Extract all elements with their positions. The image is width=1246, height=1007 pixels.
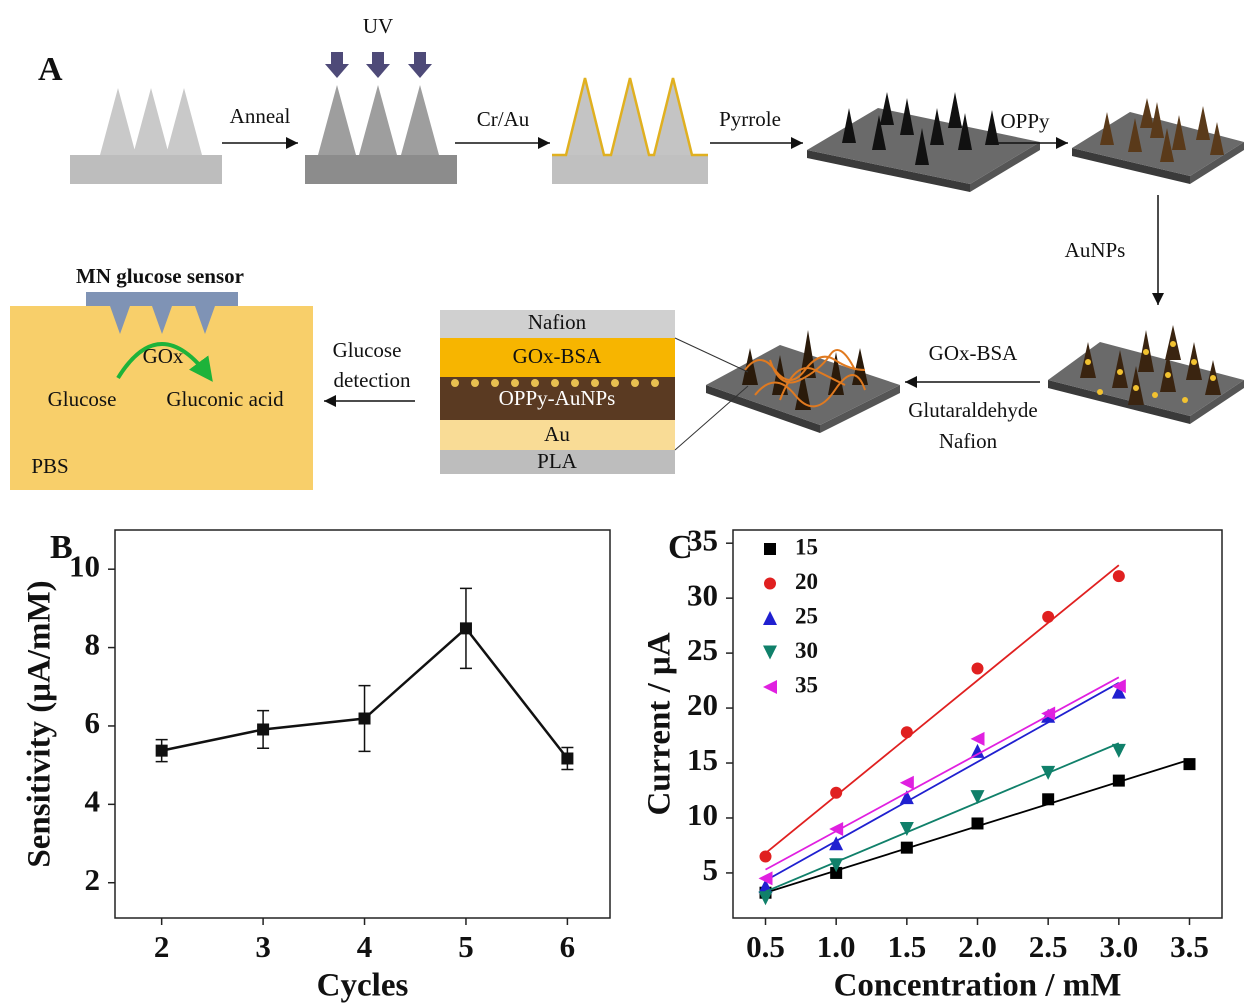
substrate [305, 155, 457, 184]
y-tick-label: 15 [687, 742, 718, 777]
substrate-label: Glucose [48, 387, 117, 411]
substrate [552, 155, 708, 184]
marker [1113, 570, 1125, 582]
marker [901, 726, 913, 738]
x-tick-label: 3 [255, 929, 271, 964]
legend-marker [763, 646, 777, 660]
y-tick-label: 10 [69, 548, 100, 583]
step-label: Anneal [230, 104, 291, 128]
sensor-base [86, 292, 238, 306]
marker [972, 662, 984, 674]
uv-label: UV [363, 14, 393, 38]
marker [1183, 758, 1195, 770]
microneedles [566, 78, 692, 155]
x-tick-label: 6 [560, 929, 576, 964]
marker [972, 817, 984, 829]
layer-label: PLA [537, 449, 578, 473]
marker [156, 745, 168, 757]
marker [971, 732, 985, 746]
step-label: Glucose [333, 338, 402, 362]
legend-marker [764, 543, 776, 555]
y-tick-label: 30 [687, 577, 718, 612]
legend-label: 30 [795, 638, 818, 663]
marker [760, 850, 772, 862]
step-label: AuNPs [1065, 238, 1126, 262]
legend-label: 25 [795, 603, 818, 628]
legend-label: 20 [795, 569, 818, 594]
step-label: OPPy [1000, 109, 1050, 133]
marker [1042, 793, 1054, 805]
marker [1112, 744, 1126, 758]
y-tick-label: 10 [687, 797, 718, 832]
marker [257, 723, 269, 735]
panel-label: C [668, 529, 693, 566]
x-tick-label: 0.5 [746, 929, 785, 964]
marker [1113, 775, 1125, 787]
zoom-line [675, 386, 748, 450]
fit-line [766, 683, 1119, 881]
figure: A Anneal UV Cr/Au Pyrrole OPPy AuNPs GOx… [0, 0, 1246, 1007]
x-tick-label: 4 [357, 929, 373, 964]
y-axis-label: Sensitivity (μA/mM) [22, 580, 58, 867]
step-label: GOx-BSA [929, 341, 1019, 365]
panel-a: A Anneal UV Cr/Au Pyrrole OPPy AuNPs GOx… [10, 14, 1244, 490]
marker [359, 713, 371, 725]
legend-marker [764, 578, 776, 590]
marker [900, 776, 914, 790]
marker [971, 790, 985, 804]
y-tick-label: 20 [687, 687, 718, 722]
layer-label: Au [544, 422, 570, 446]
step-label: Cr/Au [477, 107, 530, 131]
marker [561, 752, 573, 764]
x-tick-label: 3.5 [1170, 929, 1209, 964]
layer-label: OPPy-AuNPs [499, 386, 616, 410]
microneedles [100, 88, 202, 155]
x-tick-label: 2.5 [1029, 929, 1068, 964]
panel-label: A [38, 51, 63, 88]
fit-line [766, 677, 1119, 869]
y-tick-label: 8 [85, 627, 101, 662]
panel-label: B [50, 529, 73, 566]
x-axis-label: Concentration / mM [834, 968, 1122, 1004]
step-label: Nafion [939, 429, 998, 453]
product-label: Gluconic acid [166, 387, 284, 411]
x-tick-label: 1.0 [817, 929, 856, 964]
y-tick-label: 4 [85, 783, 101, 818]
medium-label: PBS [31, 454, 68, 478]
x-tick-label: 5 [458, 929, 474, 964]
marker [460, 622, 472, 634]
y-tick-label: 25 [687, 632, 718, 667]
legend-label: 35 [795, 672, 818, 697]
marker [901, 842, 913, 854]
x-tick-label: 3.0 [1099, 929, 1138, 964]
substrate [70, 155, 222, 184]
marker [1042, 611, 1054, 623]
layer-label: Nafion [528, 310, 587, 334]
sensor-title: MN glucose sensor [76, 264, 244, 288]
y-tick-label: 5 [703, 852, 719, 887]
y-tick-label: 2 [85, 862, 101, 897]
fit-line [766, 565, 1119, 853]
x-tick-label: 2.0 [958, 929, 997, 964]
microneedles [318, 85, 439, 155]
step-label: Pyrrole [719, 107, 781, 131]
fit-line [766, 743, 1119, 891]
x-tick-label: 1.5 [887, 929, 926, 964]
marker [1041, 766, 1055, 780]
uv-arrows [325, 52, 432, 78]
x-axis-label: Cycles [317, 968, 409, 1004]
legend-label: 15 [795, 534, 818, 559]
y-axis-label: Current / μA [642, 632, 678, 815]
marker [830, 787, 842, 799]
layer-label: GOx-BSA [513, 344, 603, 368]
step-label: detection [334, 368, 411, 392]
step-label: Glutaraldehyde [908, 398, 1037, 422]
legend-marker [763, 680, 777, 694]
enzyme-label: GOx [143, 344, 184, 368]
y-tick-label: 6 [85, 705, 101, 740]
legend-marker [763, 611, 777, 625]
zoom-line [675, 338, 748, 372]
x-tick-label: 2 [154, 929, 170, 964]
